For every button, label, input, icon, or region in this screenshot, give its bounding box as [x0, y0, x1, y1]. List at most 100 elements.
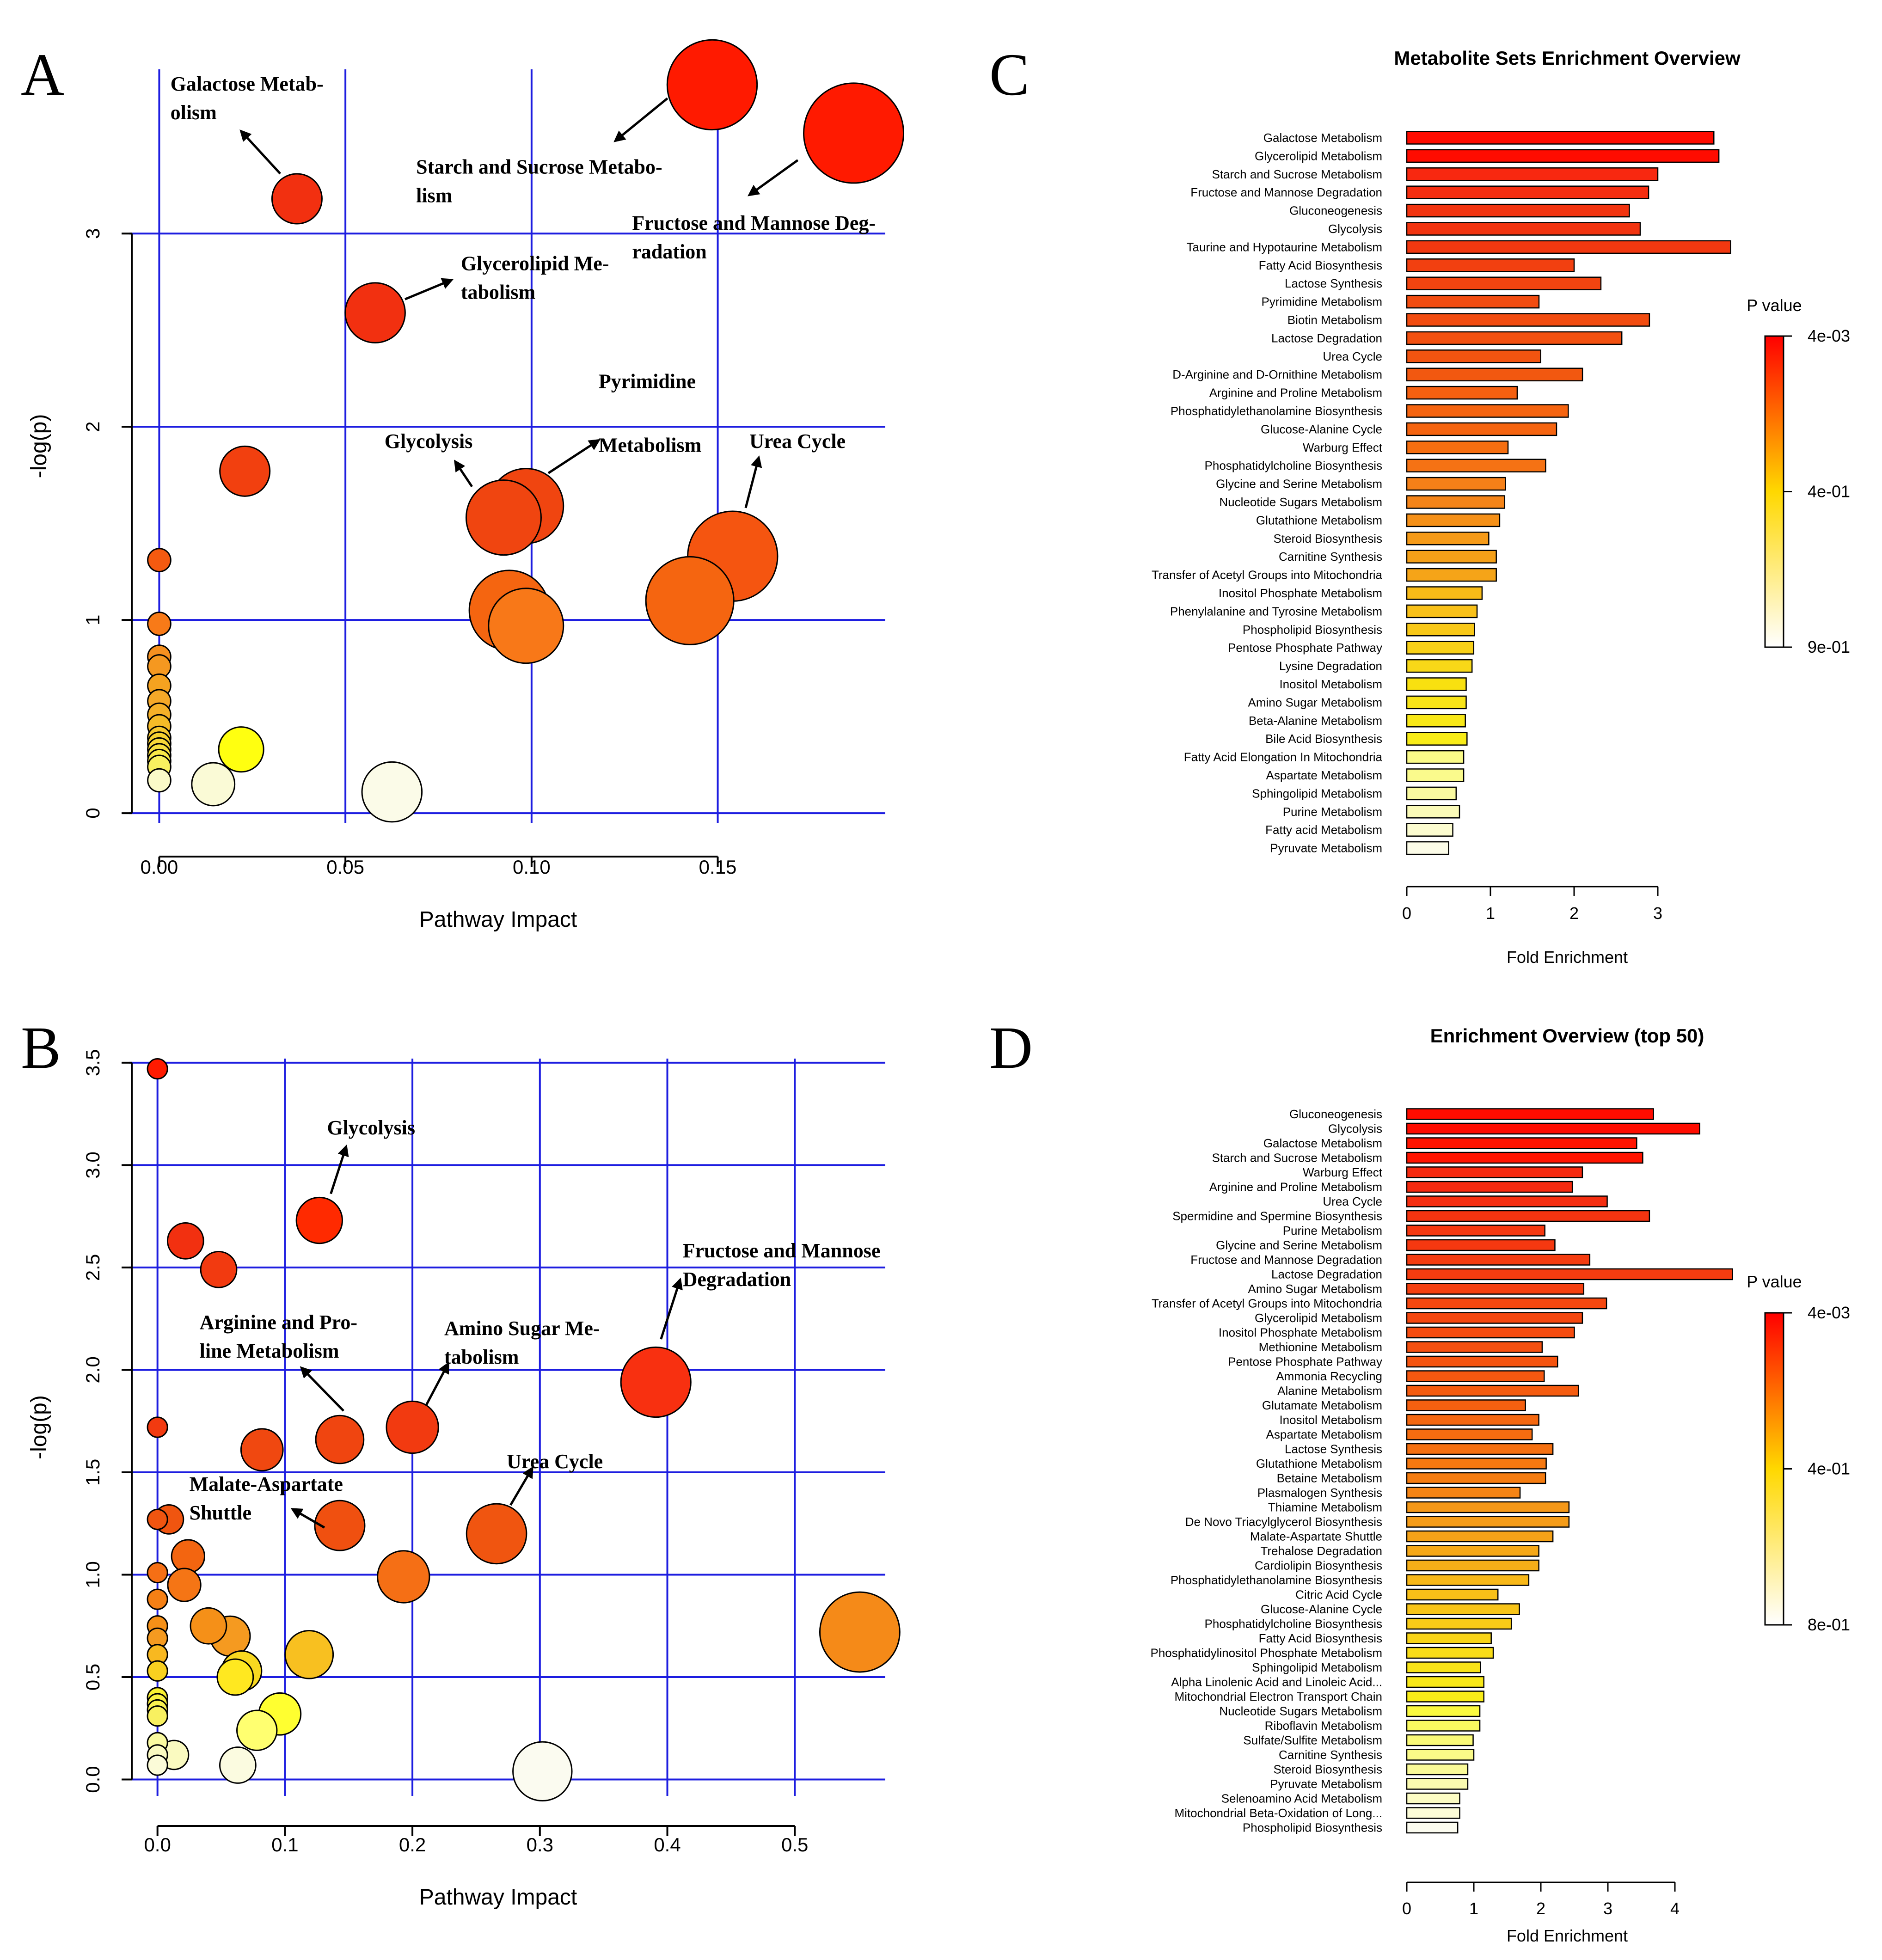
x-tick-label: 3: [1603, 1899, 1612, 1918]
category-label: Glycolysis: [1328, 222, 1382, 236]
enrichment-bar: [1406, 1254, 1591, 1266]
enrichment-bar: [1406, 368, 1583, 381]
category-label: Inositol Phosphate Metabolism: [1219, 586, 1382, 600]
annotation-arrow: [330, 1144, 349, 1194]
x-tick-label: 1: [1486, 904, 1495, 923]
enrichment-bar: [1406, 1676, 1484, 1688]
x-axis-title: Fold Enrichment: [1507, 948, 1628, 967]
data-point: [147, 1562, 168, 1584]
category-label: Spermidine and Spermine Biosynthesis: [1172, 1209, 1382, 1223]
category-label: Glucose-Alanine Cycle: [1261, 422, 1382, 436]
data-point: [803, 82, 905, 184]
annotation-arrow: [660, 1277, 683, 1340]
category-label: Glycine and Serine Metabolism: [1216, 1238, 1382, 1252]
x-tick-label: 4: [1670, 1899, 1680, 1918]
legend-color-scale: [1764, 335, 1784, 648]
legend-color-scale: [1764, 1312, 1784, 1626]
y-tick-label: 1.0: [82, 1561, 104, 1588]
data-point: [488, 588, 564, 664]
category-label: Phosphatidylethanolamine Biosynthesis: [1171, 1573, 1382, 1587]
enrichment-bar: [1406, 1152, 1643, 1164]
data-point: [315, 1415, 365, 1464]
chart-title: Enrichment Overview (top 50): [1430, 1025, 1704, 1047]
data-point: [284, 1629, 334, 1679]
pathway-annotation: Glycolysis: [327, 1116, 415, 1139]
category-label: Steroid Biosynthesis: [1273, 532, 1382, 545]
data-point: [147, 612, 172, 636]
category-label: Methionine Metabolism: [1259, 1340, 1382, 1354]
pathway-annotation: Starch and Sucrose Metabo-lism: [416, 156, 662, 207]
legend-title: P value: [1747, 296, 1802, 315]
y-tick-label: 0.5: [82, 1664, 104, 1690]
enrichment-bar: [1406, 1574, 1530, 1586]
category-label: De Novo Triacylglycerol Biosynthesis: [1185, 1515, 1382, 1529]
data-point: [216, 1658, 254, 1696]
scatter-chart-b: 0.0 0.1 0.2 0.3 0.4 0.5 0.0 0.5 1.0 1.5 2.0 2.5 3.0 3…: [27, 1049, 901, 1910]
x-tick-label: 0.15: [699, 856, 737, 878]
category-label: Carnitine Synthesis: [1279, 1748, 1382, 1762]
pathway-annotation: Malate-Aspartate Shuttle: [190, 1473, 343, 1524]
enrichment-bar: [1406, 786, 1457, 801]
enrichment-bar: [1406, 131, 1715, 145]
x-axis-title: Pathway Impact: [419, 907, 577, 932]
data-point: [819, 1591, 901, 1673]
category-label: Glutathione Metabolism: [1256, 1457, 1382, 1470]
data-point: [314, 1500, 366, 1551]
category-label: Transfer of Acetyl Groups into Mitochond…: [1152, 568, 1383, 582]
enrichment-bar: [1406, 1122, 1700, 1135]
data-point: [386, 1400, 439, 1454]
y-axis-title: -log(p): [27, 414, 51, 478]
panel-label-a: A: [21, 42, 64, 108]
legend-label: 8e-01: [1808, 1615, 1850, 1634]
enrichment-bar: [1406, 695, 1467, 710]
category-label: Bile Acid Biosynthesis: [1265, 732, 1382, 746]
enrichment-bar: [1406, 1545, 1539, 1557]
category-label: Trehalose Degradation: [1260, 1544, 1382, 1558]
category-label: Sphingolipid Metabolism: [1252, 1660, 1382, 1674]
enrichment-bar: [1406, 1472, 1546, 1484]
category-label: Carnitine Synthesis: [1279, 550, 1382, 564]
enrichment-bar: [1406, 1632, 1492, 1644]
enrichment-bar: [1406, 294, 1540, 309]
category-label: Phosphatidylethanolamine Biosynthesis: [1171, 404, 1382, 418]
category-label: Lactose Synthesis: [1285, 276, 1382, 290]
enrichment-bar: [1406, 1428, 1533, 1440]
category-label: Amino Sugar Metabolism: [1248, 695, 1382, 709]
x-axis-title: Fold Enrichment: [1507, 1926, 1628, 1945]
category-label: Phosphatidylcholine Biosynthesis: [1205, 1617, 1382, 1631]
legend-label: 4e-03: [1808, 326, 1850, 345]
category-label: Gluconeogenesis: [1289, 204, 1382, 218]
pathway-annotation: Pyrimidine: [599, 370, 696, 393]
x-tick-label: 2: [1536, 1899, 1545, 1918]
enrichment-bar: [1406, 1778, 1469, 1790]
annotation-arrow: [744, 455, 762, 508]
enrichment-bar: [1406, 1195, 1608, 1207]
y-tick-label: 0.0: [82, 1766, 104, 1793]
enrichment-bar: [1406, 1239, 1556, 1251]
data-point: [218, 726, 264, 773]
enrichment-bar: [1406, 1443, 1554, 1455]
enrichment-bar: [1406, 805, 1460, 819]
category-label: Inositol Metabolism: [1279, 677, 1382, 691]
enrichment-bar: [1406, 1501, 1570, 1513]
annotation-arrow: [405, 278, 454, 300]
category-label: Starch and Sucrose Metabolism: [1212, 167, 1382, 181]
category-label: Transfer of Acetyl Groups into Mitochond…: [1152, 1297, 1383, 1311]
enrichment-bar: [1406, 1690, 1484, 1703]
category-label: Alanine Metabolism: [1277, 1384, 1382, 1398]
data-point: [219, 1746, 257, 1784]
enrichment-bar: [1406, 677, 1467, 691]
enrichment-bar: [1406, 1530, 1554, 1543]
enrichment-bar: [1406, 422, 1557, 436]
scatter-chart-a: 0.00 0.05 0.10 0.15 0 1 2 3 Pathway Impact -log(p…: [27, 39, 905, 932]
category-label: Glutathione Metabolism: [1256, 513, 1382, 527]
category-label: Fructose and Mannose Degradation: [1190, 1253, 1382, 1267]
category-label: Plasmalogen Synthesis: [1257, 1486, 1382, 1500]
category-label: Betaine Metabolism: [1277, 1471, 1382, 1485]
data-point: [466, 1503, 527, 1565]
enrichment-bar: [1406, 586, 1483, 600]
enrichment-bar: [1406, 1588, 1499, 1601]
category-label: Selenoamino Acid Metabolism: [1221, 1792, 1382, 1806]
panel-label-d: D: [989, 1015, 1033, 1081]
enrichment-bar: [1406, 732, 1468, 746]
